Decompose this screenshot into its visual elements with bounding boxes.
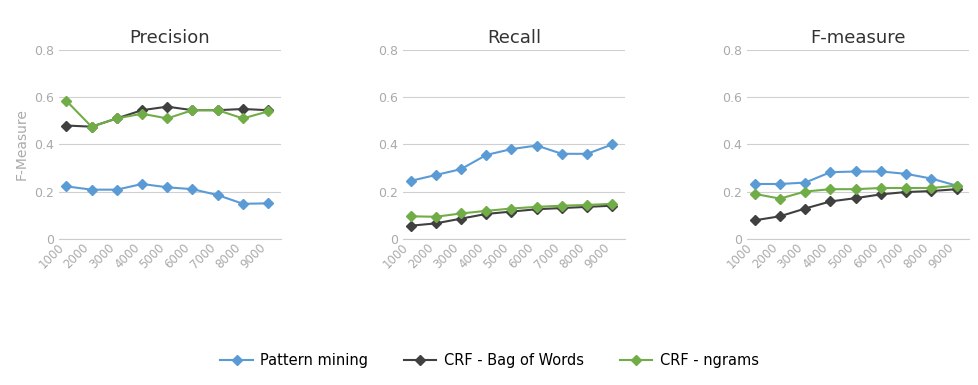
Title: Recall: Recall [486, 29, 541, 47]
Y-axis label: F-Measure: F-Measure [15, 109, 28, 180]
Title: F-measure: F-measure [810, 29, 905, 47]
Legend: Pattern mining, CRF - Bag of Words, CRF - ngrams: Pattern mining, CRF - Bag of Words, CRF … [214, 347, 764, 374]
Title: Precision: Precision [129, 29, 210, 47]
